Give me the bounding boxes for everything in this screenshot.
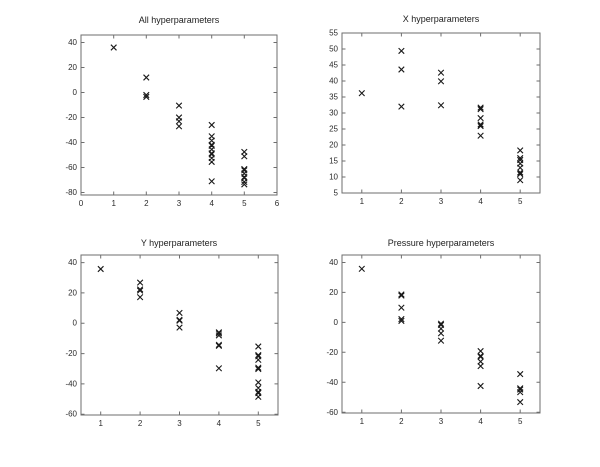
subplot-pressure-hyperparameters: 1 2 3 4 5 -60 -40 -20 0 20 40	[326, 254, 541, 426]
x-tick-label: 3	[439, 417, 444, 426]
scatter-points	[358, 47, 524, 184]
x-tick-label: 5	[518, 417, 523, 426]
scatter-points	[97, 265, 262, 400]
axes-box	[80, 254, 279, 416]
y-tick-label: 55	[329, 29, 338, 38]
y-tick-label: 15	[329, 157, 338, 166]
y-tick-label: -20	[65, 349, 77, 358]
y-tick-label: 30	[329, 109, 338, 118]
x-tick-label: 5	[518, 197, 523, 206]
y-tick-label: 40	[68, 38, 77, 47]
axis-ticks	[342, 255, 540, 413]
chart-title-all-hyperparameters: All hyperparameters	[138, 15, 220, 25]
axis-ticks	[80, 35, 278, 195]
y-tick-label: 25	[329, 125, 338, 134]
x-tick-label: 2	[399, 197, 404, 206]
x-tick-label: 1	[98, 419, 103, 428]
subplot-all-hyperparameters: 0 1 2 3 4 5 6 -80 -60 -40 -20 0 20 40	[65, 34, 280, 208]
x-tick-label: 5	[242, 199, 247, 208]
y-tick-label: 20	[68, 288, 77, 297]
y-tick-label: 40	[68, 258, 77, 267]
y-tick-label: 0	[334, 318, 339, 327]
x-tick-label: 3	[177, 199, 182, 208]
x-tick-label: 0	[79, 199, 84, 208]
y-tick-label: -20	[65, 113, 77, 122]
y-tick-label: 5	[334, 189, 339, 198]
x-tick-label: 4	[478, 417, 483, 426]
x-tick-label: 4	[217, 419, 222, 428]
y-tick-label: 20	[329, 141, 338, 150]
axis-ticks	[81, 255, 278, 415]
y-tick-label: -60	[65, 163, 77, 172]
x-tick-label: 1	[360, 417, 365, 426]
axes-box	[80, 34, 278, 196]
axis-ticks	[342, 32, 540, 194]
x-tick-label: 1	[360, 197, 365, 206]
y-tick-label: -40	[65, 379, 77, 388]
x-tick-label: 6	[275, 199, 280, 208]
y-tick-label: -40	[326, 378, 338, 387]
subplot-y-hyperparameters: 1 2 3 4 5 -60 -40 -20 0 20 40	[65, 254, 279, 428]
x-tick-label: 4	[209, 199, 214, 208]
x-tick-label: 3	[439, 197, 444, 206]
axes-box	[341, 32, 541, 194]
y-tick-label: -60	[65, 410, 77, 419]
x-tick-label: 5	[256, 419, 261, 428]
y-tick-label: 45	[329, 61, 338, 70]
y-tick-label: 10	[329, 173, 338, 182]
scatter-points	[358, 265, 524, 406]
y-tick-label: 20	[68, 63, 77, 72]
y-tick-label: -20	[326, 348, 338, 357]
y-tick-label: 40	[329, 77, 338, 86]
x-tick-label: 1	[111, 199, 116, 208]
y-tick-label: 0	[73, 88, 78, 97]
chart-title-x-hyperparameters: X hyperparameters	[402, 14, 480, 24]
x-tick-label: 2	[399, 417, 404, 426]
y-tick-label: 20	[329, 288, 338, 297]
y-tick-label: 0	[73, 319, 78, 328]
y-tick-label: -60	[326, 408, 338, 417]
y-tick-label: 35	[329, 93, 338, 102]
chart-title-y-hyperparameters: Y hyperparameters	[140, 238, 218, 248]
y-tick-label: -40	[65, 138, 77, 147]
x-tick-label: 3	[177, 419, 182, 428]
scatter-points	[110, 44, 248, 188]
x-tick-label: 2	[138, 419, 143, 428]
x-tick-label: 4	[478, 197, 483, 206]
chart-title-pressure-hyperparameters: Pressure hyperparameters	[387, 238, 495, 248]
y-tick-label: -80	[65, 188, 77, 197]
x-tick-label: 2	[144, 199, 149, 208]
y-tick-label: 50	[329, 45, 338, 54]
y-tick-label: 40	[329, 258, 338, 267]
